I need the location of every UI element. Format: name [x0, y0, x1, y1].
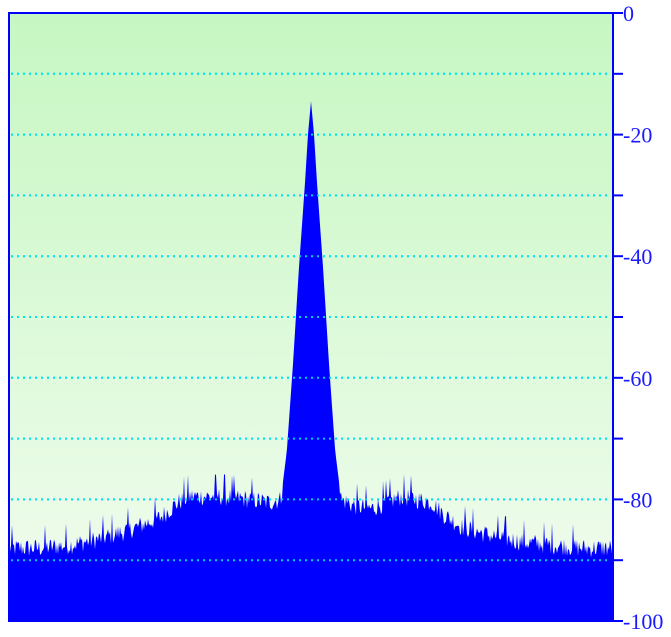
y-tick-label: -60	[623, 366, 652, 391]
y-tick-label: -20	[623, 123, 652, 148]
y-axis-ticks	[613, 12, 623, 622]
y-axis-labels: 0 -20 -40 -60 -80 -100	[623, 1, 663, 634]
spectrum-area	[9, 101, 613, 621]
y-tick-label: -100	[623, 609, 663, 634]
grid-lines-overlay	[11, 72, 611, 562]
y-tick-label: -40	[623, 244, 652, 269]
y-tick-label: 0	[623, 1, 634, 26]
y-tick-label: -80	[623, 487, 652, 512]
